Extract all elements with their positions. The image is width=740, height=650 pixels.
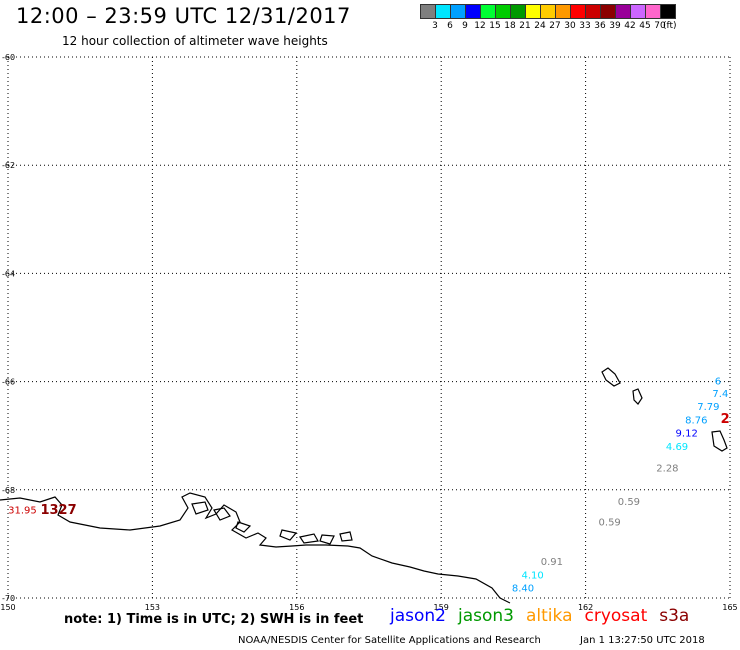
credit-text: NOAA/NESDIS Center for Satellite Applica… <box>238 635 541 646</box>
wave-height-value: 0.59 <box>599 517 621 528</box>
coastline-inlet-2 <box>213 507 231 521</box>
wave-height-value: 2.28 <box>656 464 678 475</box>
color-scale <box>420 4 676 19</box>
scale-tick-label: 24 <box>534 21 546 31</box>
altimeter-observations: 31.95 1327 67.4 7.792 8.76 9.12 4.69 2.28 0.59 0.… <box>8 377 730 595</box>
scale-tick-label: 39 <box>609 21 621 31</box>
coastline-inlet-6 <box>319 534 335 545</box>
wave-height-value: 4.69 <box>666 442 688 453</box>
mission-jason3: jason3 <box>458 606 514 626</box>
wave-height-value: 9.12 <box>676 429 698 440</box>
scale-tick-label: 6 <box>447 21 453 31</box>
scale-tick-label: 33 <box>579 21 591 31</box>
scale-tick-label: 42 <box>624 21 636 31</box>
mission-cryosat: cryosat <box>584 606 648 626</box>
map-title: 12:00 – 23:59 UTC 12/31/2017 <box>16 4 351 28</box>
map-subtitle: 12 hour collection of altimeter wave hei… <box>62 34 328 48</box>
latitude-label: -68 <box>2 486 15 495</box>
wave-height-value: 0.59 <box>618 497 640 508</box>
latitude-label: -70 <box>2 594 15 603</box>
coastline-inlet-4 <box>279 529 298 541</box>
scale-swatch <box>660 4 676 19</box>
scale-tick-label: 15 <box>489 21 501 31</box>
coastline-main <box>0 492 511 604</box>
scale-tick-label: 36 <box>594 21 606 31</box>
mission-legend: jason2 jason3 altika cryosat s3a <box>390 606 689 626</box>
generation-timestamp: Jan 1 13:27:50 UTC 2018 <box>580 635 705 646</box>
latitude-label: -60 <box>2 53 15 62</box>
antarctic-coastline <box>0 367 728 604</box>
scale-tick-label: 18 <box>504 21 516 31</box>
longitude-label: 150 <box>0 603 15 612</box>
scale-tick-label: 3 <box>432 21 438 31</box>
wave-height-value: 7.4 <box>712 389 728 400</box>
latitude-label: -64 <box>2 269 15 278</box>
scale-tick-label: 45 <box>639 21 651 31</box>
wave-height-value: 7.79 <box>697 402 719 413</box>
scale-tick-label: 21 <box>519 21 531 31</box>
scale-tick-label: 30 <box>564 21 576 31</box>
longitude-label: 162 <box>578 603 593 612</box>
wave-height-value: 8.76 <box>685 416 707 427</box>
coastline-inlet-3 <box>235 521 252 533</box>
longitude-label: 156 <box>289 603 304 612</box>
latitude-label: -62 <box>2 161 15 170</box>
island-balleny-3 <box>711 430 728 452</box>
longitude-label: 159 <box>434 603 449 612</box>
wave-height-value: 4.10 <box>522 570 544 581</box>
graticule-grid <box>7 56 731 599</box>
coastline-inlet-5 <box>299 533 319 544</box>
wave-height-value: 31.95 <box>8 505 37 516</box>
scale-tick-label: 27 <box>549 21 561 31</box>
wave-height-value: 1327 <box>40 503 76 518</box>
wave-height-value: 8.40 <box>512 583 534 594</box>
coastline-inlet-1 <box>191 501 209 515</box>
island-balleny-1 <box>601 367 621 387</box>
island-balleny-2 <box>632 388 643 405</box>
longitude-label: 165 <box>722 603 737 612</box>
wave-height-value: 6 <box>715 377 721 388</box>
scale-tick-label: 70 <box>654 21 666 31</box>
scale-unit: (ft) <box>663 21 677 31</box>
footnote: note: 1) Time is in UTC; 2) SWH is in fe… <box>64 612 364 627</box>
wave-height-value: 2 <box>721 412 730 427</box>
mission-altika: altika <box>526 606 573 626</box>
wave-height-value: 0.91 <box>541 557 563 568</box>
latitude-label: -66 <box>2 378 15 387</box>
scale-tick-label: 9 <box>462 21 468 31</box>
longitude-label: 153 <box>145 603 160 612</box>
mission-jason2: jason2 <box>390 606 446 626</box>
scale-tick-label: 12 <box>474 21 486 31</box>
coastline-inlet-7 <box>339 531 353 542</box>
mission-s3a: s3a <box>659 606 690 626</box>
